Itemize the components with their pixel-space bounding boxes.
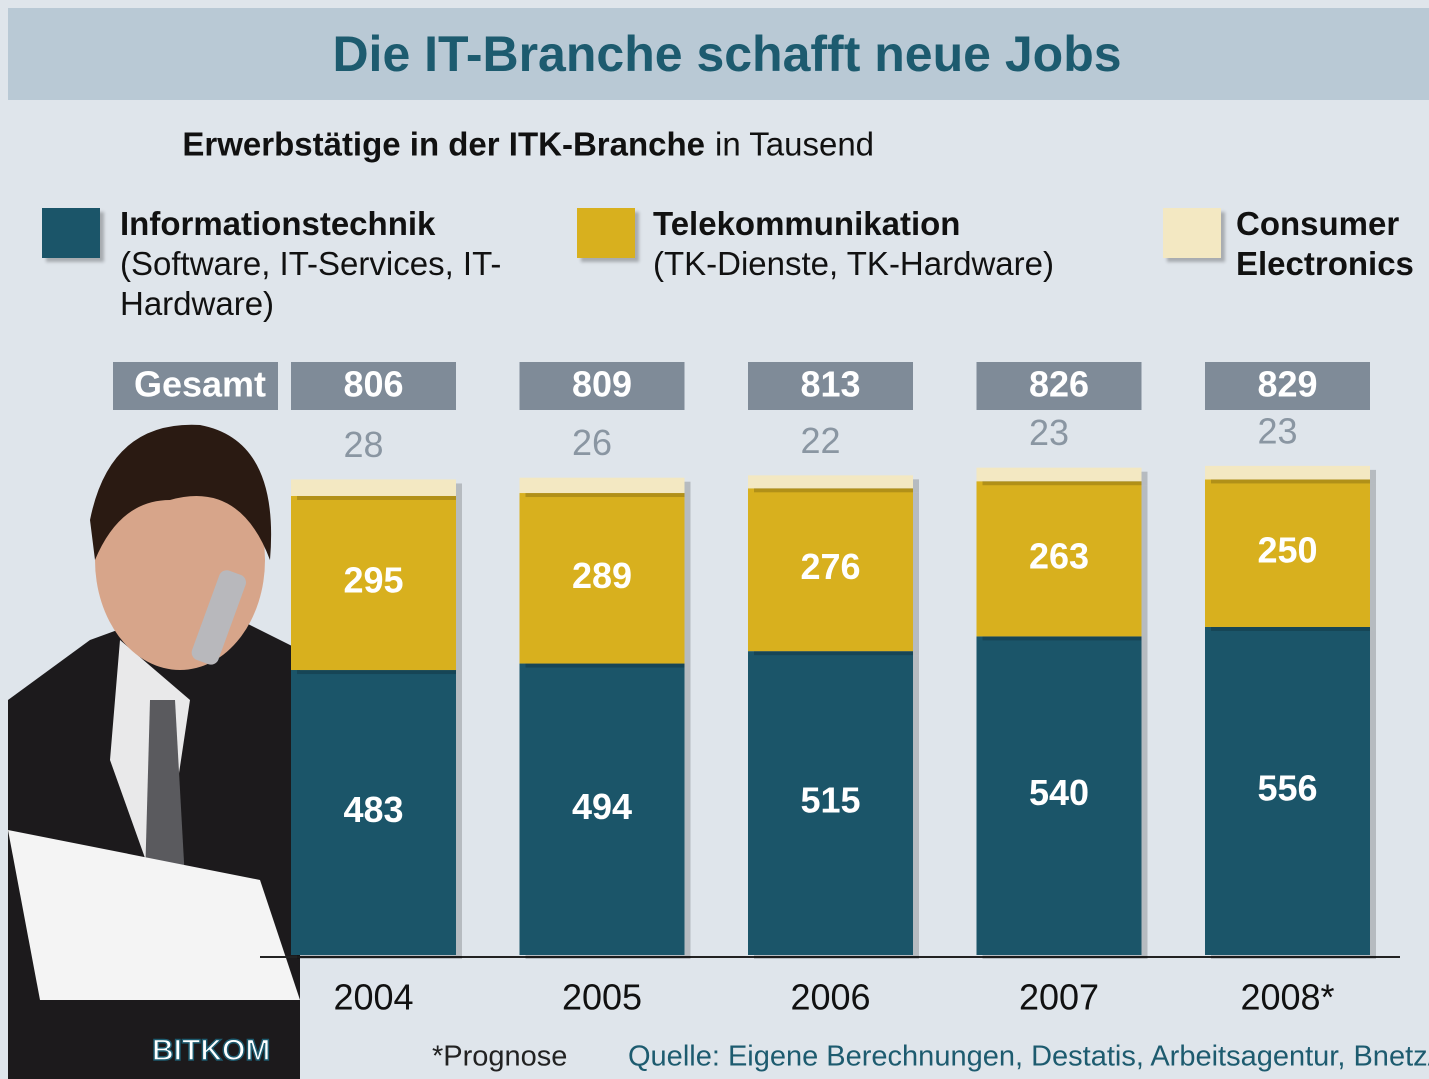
x-tick-label: 2007 xyxy=(1019,977,1099,1018)
legend-entry: Informationstechnik (Software, IT-Service… xyxy=(120,204,510,324)
legend-entry: Consumer Electronics xyxy=(1236,204,1421,284)
bar-segment xyxy=(291,495,456,671)
total-box xyxy=(291,362,456,410)
value-label: 263 xyxy=(1029,535,1089,576)
value-label: 483 xyxy=(343,789,403,830)
totals-label-box xyxy=(113,362,278,410)
value-label: 295 xyxy=(343,560,403,601)
value-label: 22 xyxy=(800,420,840,461)
total-box xyxy=(1205,362,1370,410)
unit: in Tausend xyxy=(715,126,874,163)
total-box xyxy=(976,362,1142,410)
value-label: 289 xyxy=(572,555,632,596)
bar-segment xyxy=(291,670,456,955)
logo: BITKOM xyxy=(152,1034,270,1067)
total-box xyxy=(519,362,685,410)
value-label: 23 xyxy=(1257,410,1297,451)
total-box xyxy=(748,362,913,410)
legend-entry: Telekommunikation (TK-Dienste, TK-Hardwar… xyxy=(653,204,1133,284)
x-tick-label: 2004 xyxy=(333,977,413,1018)
total-label: 809 xyxy=(572,364,632,405)
legend-swatch xyxy=(577,208,635,258)
legend-description: (Software, IT-Services, IT-Hardware) xyxy=(120,245,502,322)
legend-label: Informationstechnik xyxy=(120,205,436,242)
value-label: 276 xyxy=(800,546,860,587)
x-tick-label: 2005 xyxy=(562,977,642,1018)
value-label: 494 xyxy=(572,786,632,827)
total-label: 806 xyxy=(343,364,403,405)
subtitle: Erwerbstätige in der ITK-Branche xyxy=(182,126,705,163)
bar-segment xyxy=(519,493,685,664)
value-label: 250 xyxy=(1257,530,1317,571)
bar-segment xyxy=(1205,626,1370,955)
title-band xyxy=(8,8,1429,100)
legend-swatch xyxy=(42,208,100,258)
bar-segment xyxy=(291,479,456,496)
footnote: *Prognose xyxy=(432,1041,567,1073)
bar-segment xyxy=(976,481,1142,637)
bar-segment xyxy=(519,477,685,494)
total-label: 813 xyxy=(800,364,860,405)
value-label: 28 xyxy=(343,424,383,465)
value-label: 515 xyxy=(800,780,860,821)
bar-segment xyxy=(748,475,913,489)
bar-segment xyxy=(1205,479,1370,627)
bar-segment xyxy=(976,636,1142,955)
bar-segment xyxy=(519,663,685,955)
total-label: 829 xyxy=(1257,364,1317,405)
bar-segment xyxy=(748,488,913,652)
x-tick-label: 2006 xyxy=(790,977,870,1018)
legend-label: Consumer Electronics xyxy=(1236,205,1414,282)
bar-segment xyxy=(748,651,913,955)
totals-label: Gesamt xyxy=(134,364,266,405)
legend-label: Telekommunikation xyxy=(653,205,961,242)
person-illustration xyxy=(8,424,300,1079)
value-label: 23 xyxy=(1029,412,1069,453)
total-label: 826 xyxy=(1029,364,1089,405)
value-label: 556 xyxy=(1257,767,1317,808)
bar-segment xyxy=(976,467,1142,482)
x-tick-label: 2008* xyxy=(1240,977,1334,1018)
legend-swatch xyxy=(1163,208,1221,258)
value-label: 540 xyxy=(1029,772,1089,813)
value-label: 26 xyxy=(572,422,612,463)
chart-title: Die IT-Branche schafft neue Jobs xyxy=(332,26,1121,82)
legend-description: (TK-Dienste, TK-Hardware) xyxy=(653,245,1054,282)
bar-segment xyxy=(1205,465,1370,480)
source: Quelle: Eigene Berechnungen, Destatis, A… xyxy=(628,1041,1429,1073)
